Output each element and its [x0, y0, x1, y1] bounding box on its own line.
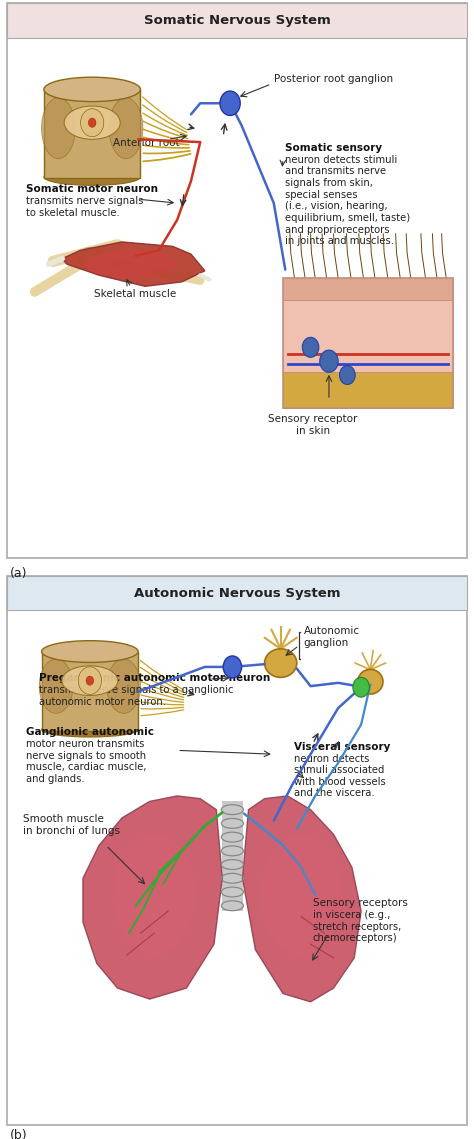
Text: Skeletal muscle: Skeletal muscle: [94, 289, 177, 300]
Text: and glands.: and glands.: [26, 773, 84, 784]
Bar: [283, 278, 453, 301]
Text: signals from skin,: signals from skin,: [285, 178, 373, 188]
Text: chemoreceptors): chemoreceptors): [313, 933, 398, 943]
Text: nerve signals to smooth: nerve signals to smooth: [26, 751, 146, 761]
Text: stimuli associated: stimuli associated: [294, 765, 385, 776]
Text: special senses: special senses: [285, 190, 358, 199]
Text: Sensory receptor: Sensory receptor: [268, 413, 357, 424]
Polygon shape: [62, 241, 205, 286]
Circle shape: [88, 118, 96, 128]
Text: ganglion: ganglion: [304, 638, 349, 648]
Text: in viscera (e.g.,: in viscera (e.g.,: [313, 910, 390, 920]
Ellipse shape: [264, 649, 297, 678]
Circle shape: [339, 366, 355, 385]
Circle shape: [220, 91, 240, 115]
Bar: [283, 301, 453, 371]
Circle shape: [223, 656, 242, 678]
Ellipse shape: [260, 835, 343, 956]
Ellipse shape: [42, 98, 75, 158]
Bar: [7, 576, 467, 611]
Text: to skeletal muscle.: to skeletal muscle.: [26, 208, 119, 218]
Ellipse shape: [85, 251, 177, 278]
Text: (a): (a): [9, 567, 27, 580]
Bar: [283, 371, 453, 409]
Text: neuron detects: neuron detects: [294, 754, 370, 763]
Text: Somatic motor neuron: Somatic motor neuron: [26, 185, 157, 195]
Ellipse shape: [80, 247, 100, 270]
Text: equilibrium, smell, taste): equilibrium, smell, taste): [285, 213, 410, 223]
Text: Posterior root ganglion: Posterior root ganglion: [274, 74, 393, 84]
Ellipse shape: [44, 77, 140, 101]
Text: with blood vessels: with blood vessels: [294, 777, 386, 787]
Polygon shape: [243, 796, 361, 1002]
Text: Autonomic Nervous System: Autonomic Nervous System: [134, 587, 340, 600]
Text: Preganglionic autonomic motor neuron: Preganglionic autonomic motor neuron: [39, 673, 271, 683]
Text: and transmits nerve: and transmits nerve: [285, 166, 386, 177]
Polygon shape: [42, 652, 138, 730]
Ellipse shape: [42, 640, 138, 663]
Text: Somatic Nervous System: Somatic Nervous System: [144, 14, 330, 27]
Bar: [283, 278, 453, 409]
Text: Somatic sensory: Somatic sensory: [285, 142, 383, 153]
Polygon shape: [83, 796, 222, 999]
Text: in bronchi of lungs: in bronchi of lungs: [23, 826, 120, 836]
Circle shape: [320, 350, 338, 372]
Text: motor neuron transmits: motor neuron transmits: [26, 739, 144, 749]
Ellipse shape: [62, 666, 118, 696]
Text: Anterior root: Anterior root: [113, 138, 180, 148]
Text: Smooth muscle: Smooth muscle: [23, 814, 104, 823]
Text: and proprioreceptors: and proprioreceptors: [285, 224, 390, 235]
Text: in joints and muscles.: in joints and muscles.: [285, 237, 394, 246]
Ellipse shape: [107, 659, 141, 713]
Text: muscle, cardiac muscle,: muscle, cardiac muscle,: [26, 762, 146, 772]
Text: stretch receptors,: stretch receptors,: [313, 921, 401, 932]
Ellipse shape: [39, 659, 73, 713]
Ellipse shape: [44, 169, 140, 186]
Circle shape: [86, 677, 94, 686]
Text: neuron detects stimuli: neuron detects stimuli: [285, 155, 398, 165]
Ellipse shape: [113, 835, 196, 956]
Bar: [7, 3, 467, 38]
Text: (i.e., vision, hearing,: (i.e., vision, hearing,: [285, 202, 388, 212]
Text: in skin: in skin: [296, 426, 330, 436]
Circle shape: [302, 337, 319, 358]
Text: and the viscera.: and the viscera.: [294, 788, 375, 798]
Ellipse shape: [109, 98, 143, 158]
Circle shape: [353, 678, 369, 697]
Text: Autonomic: Autonomic: [304, 626, 360, 637]
Text: Sensory receptors: Sensory receptors: [313, 898, 408, 908]
Text: Ganglionic autonomic: Ganglionic autonomic: [26, 727, 154, 737]
Text: transmits nerve signals to a ganglionic: transmits nerve signals to a ganglionic: [39, 685, 234, 695]
Circle shape: [78, 666, 101, 695]
Ellipse shape: [358, 670, 383, 694]
Text: (b): (b): [9, 1129, 27, 1139]
Text: Visceral sensory: Visceral sensory: [294, 741, 391, 752]
Text: autonomic motor neuron.: autonomic motor neuron.: [39, 697, 166, 706]
Ellipse shape: [64, 106, 120, 139]
Text: transmits nerve signals: transmits nerve signals: [26, 196, 143, 206]
Bar: [222, 802, 243, 911]
Polygon shape: [44, 89, 140, 178]
Circle shape: [81, 108, 104, 137]
Ellipse shape: [42, 722, 138, 737]
